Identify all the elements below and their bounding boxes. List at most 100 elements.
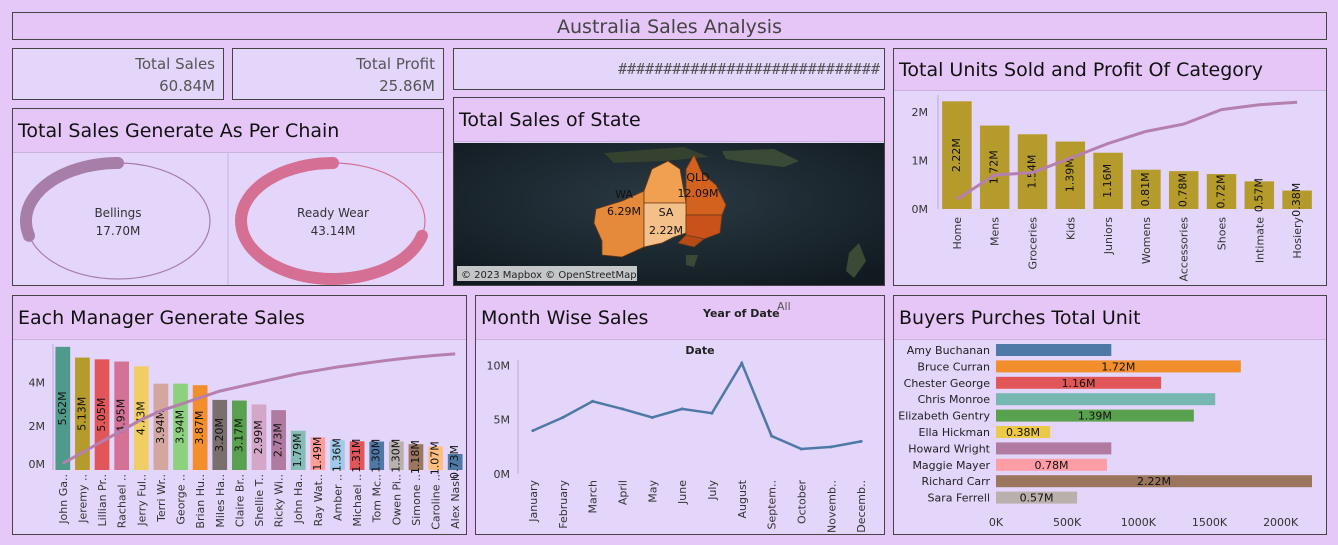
category-xtick: Groceries xyxy=(1027,217,1040,270)
manager-bar-label: 5.13M xyxy=(75,397,88,431)
category-bar xyxy=(1093,152,1123,209)
month-line xyxy=(532,360,862,451)
category-trend-line xyxy=(956,100,1298,201)
manager-xtick: John Ha.. xyxy=(292,474,305,524)
year-filter-value[interactable]: All xyxy=(777,300,791,313)
manager-bar-label: 1.79M xyxy=(291,433,304,467)
manager-bar xyxy=(388,441,404,470)
category-chart: 0M1M2M2.22MHome1.72MMens1.54MGroceries1.… xyxy=(912,95,1312,281)
category-xtick: Womens xyxy=(1140,217,1153,264)
state-vic xyxy=(677,234,705,248)
state-value-qld: 12.09M xyxy=(678,187,719,200)
category-xtick: Shoes xyxy=(1216,217,1229,250)
buyer-name: Chris Monroe xyxy=(918,393,991,406)
manager-bar-label: 5.05M xyxy=(95,398,108,432)
chain-ring-arc xyxy=(234,157,428,285)
month-xtick: Septem.. xyxy=(766,480,779,530)
buyers-title: Buyers Purches Total Unit xyxy=(899,307,1141,329)
nz-shape xyxy=(846,243,866,278)
manager-xtick: Miles Ha.. xyxy=(214,474,227,528)
category-ytick: 1M xyxy=(912,154,929,167)
chain-panel: Total Sales Generate As Per Chain Bellin… xyxy=(12,108,444,286)
buyer-name: Chester George xyxy=(904,377,991,390)
manager-bar xyxy=(271,410,286,470)
category-panel: Total Units Sold and Profit Of Category … xyxy=(893,48,1327,286)
buyer-bar-label: 0.38M xyxy=(1006,426,1040,439)
month-ytick: 10M xyxy=(487,359,511,372)
total-profit-label: Total Profit xyxy=(356,55,435,73)
buyer-bar-label: 1.39M xyxy=(1078,410,1112,423)
buyer-name: Richard Carr xyxy=(921,475,990,488)
month-xtick: April xyxy=(616,480,629,505)
manager-bar-label: 4.95M xyxy=(115,399,128,433)
manager-bar xyxy=(212,399,228,470)
manager-bar xyxy=(75,357,90,470)
manager-bar xyxy=(428,446,443,470)
manager-bar xyxy=(153,383,169,470)
buyer-name: Elizabeth Gentry xyxy=(898,410,990,423)
chain-ring-arc xyxy=(20,157,124,242)
manager-bar-label: 1.30M xyxy=(370,439,383,473)
buyer-bar xyxy=(996,360,1241,373)
category-bar-label: 1.16M xyxy=(1101,164,1114,198)
buyer-xtick: 500K xyxy=(1053,516,1082,529)
category-bar xyxy=(979,125,1010,209)
map-panel: Total Sales of State WA 6.29M QLD 12.09M… xyxy=(453,97,885,286)
category-xtick: Hosiery xyxy=(1291,217,1304,259)
month-xtick: January xyxy=(527,480,540,523)
buyer-xtick: 0K xyxy=(989,516,1004,529)
manager-bar-label: 1.49M xyxy=(311,437,324,471)
buyer-bar xyxy=(996,393,1216,406)
manager-bar-label: 3.17M xyxy=(232,418,245,452)
buyers-panel: Buyers Purches Total Unit Amy Buchanan Br… xyxy=(893,295,1327,535)
category-xtick: Intimate xyxy=(1253,217,1266,263)
month-xaxis-title: Date xyxy=(685,344,714,357)
new-guinea-shape xyxy=(722,149,799,167)
category-xtick: Home xyxy=(951,217,964,250)
map-title: Total Sales of State xyxy=(459,109,641,131)
manager-trend-line xyxy=(62,352,456,465)
manager-bar-label: 0.73M xyxy=(448,445,461,479)
manager-bar xyxy=(330,440,345,470)
manager-bar xyxy=(408,444,424,470)
total-sales-card: Total Sales 60.84M xyxy=(12,48,224,100)
category-bar-label: 1.39M xyxy=(1063,158,1076,192)
manager-xtick: Ray Wat.. xyxy=(312,474,325,526)
map-credit: © 2023 Mapbox © OpenStreetMap xyxy=(461,270,637,281)
manager-xtick: Claire Br.. xyxy=(233,474,246,527)
category-bar xyxy=(1131,169,1161,209)
australia-map[interactable]: WA 6.29M QLD 12.09M SA 2.22M © 2023 Mapb… xyxy=(454,143,884,285)
hash-card: ############################# xyxy=(453,48,885,90)
chain-title: Total Sales Generate As Per Chain xyxy=(18,120,340,142)
manager-bar-label: 1.31M xyxy=(350,439,363,473)
manager-xtick: Ricky Wi.. xyxy=(273,474,286,527)
category-bar xyxy=(1244,181,1275,209)
state-tas xyxy=(686,255,698,267)
manager-ytick: 2M xyxy=(29,420,46,433)
manager-bar-label: 5.62M xyxy=(56,391,69,425)
buyer-bar xyxy=(996,376,1162,389)
total-sales-label: Total Sales xyxy=(135,55,215,73)
manager-bar-label: 3.94M xyxy=(154,410,167,444)
month-panel: Month Wise Sales Year of Date All Date 0M… xyxy=(475,295,885,535)
manager-xtick: Rachael .. xyxy=(116,474,129,528)
month-xtick: February xyxy=(557,480,570,529)
month-ytick: 0M xyxy=(494,468,511,481)
manager-bar xyxy=(55,346,71,470)
manager-bar-label: 3.87M xyxy=(193,411,206,445)
category-bar-label: 0.72M xyxy=(1215,175,1228,209)
dashboard-title: Australia Sales Analysis xyxy=(557,16,782,38)
manager-xtick: John Ga.. xyxy=(57,474,70,525)
month-xtick: Novemb.. xyxy=(825,480,838,533)
buyer-name: Howard Wright xyxy=(908,442,990,455)
month-xtick: August xyxy=(736,479,749,518)
manager-bar-label: 1.36M xyxy=(330,438,343,472)
category-title: Total Units Sold and Profit Of Category xyxy=(899,59,1263,81)
buyer-xtick: 1500K xyxy=(1192,516,1228,529)
chain-rings: Bellings 17.70M Ready Wear 43.14M xyxy=(20,153,428,285)
month-title: Month Wise Sales xyxy=(481,307,649,329)
manager-bar xyxy=(349,441,365,470)
month-xtick: May xyxy=(646,480,659,503)
manager-bar xyxy=(310,437,326,470)
buyer-bar xyxy=(996,458,1108,471)
